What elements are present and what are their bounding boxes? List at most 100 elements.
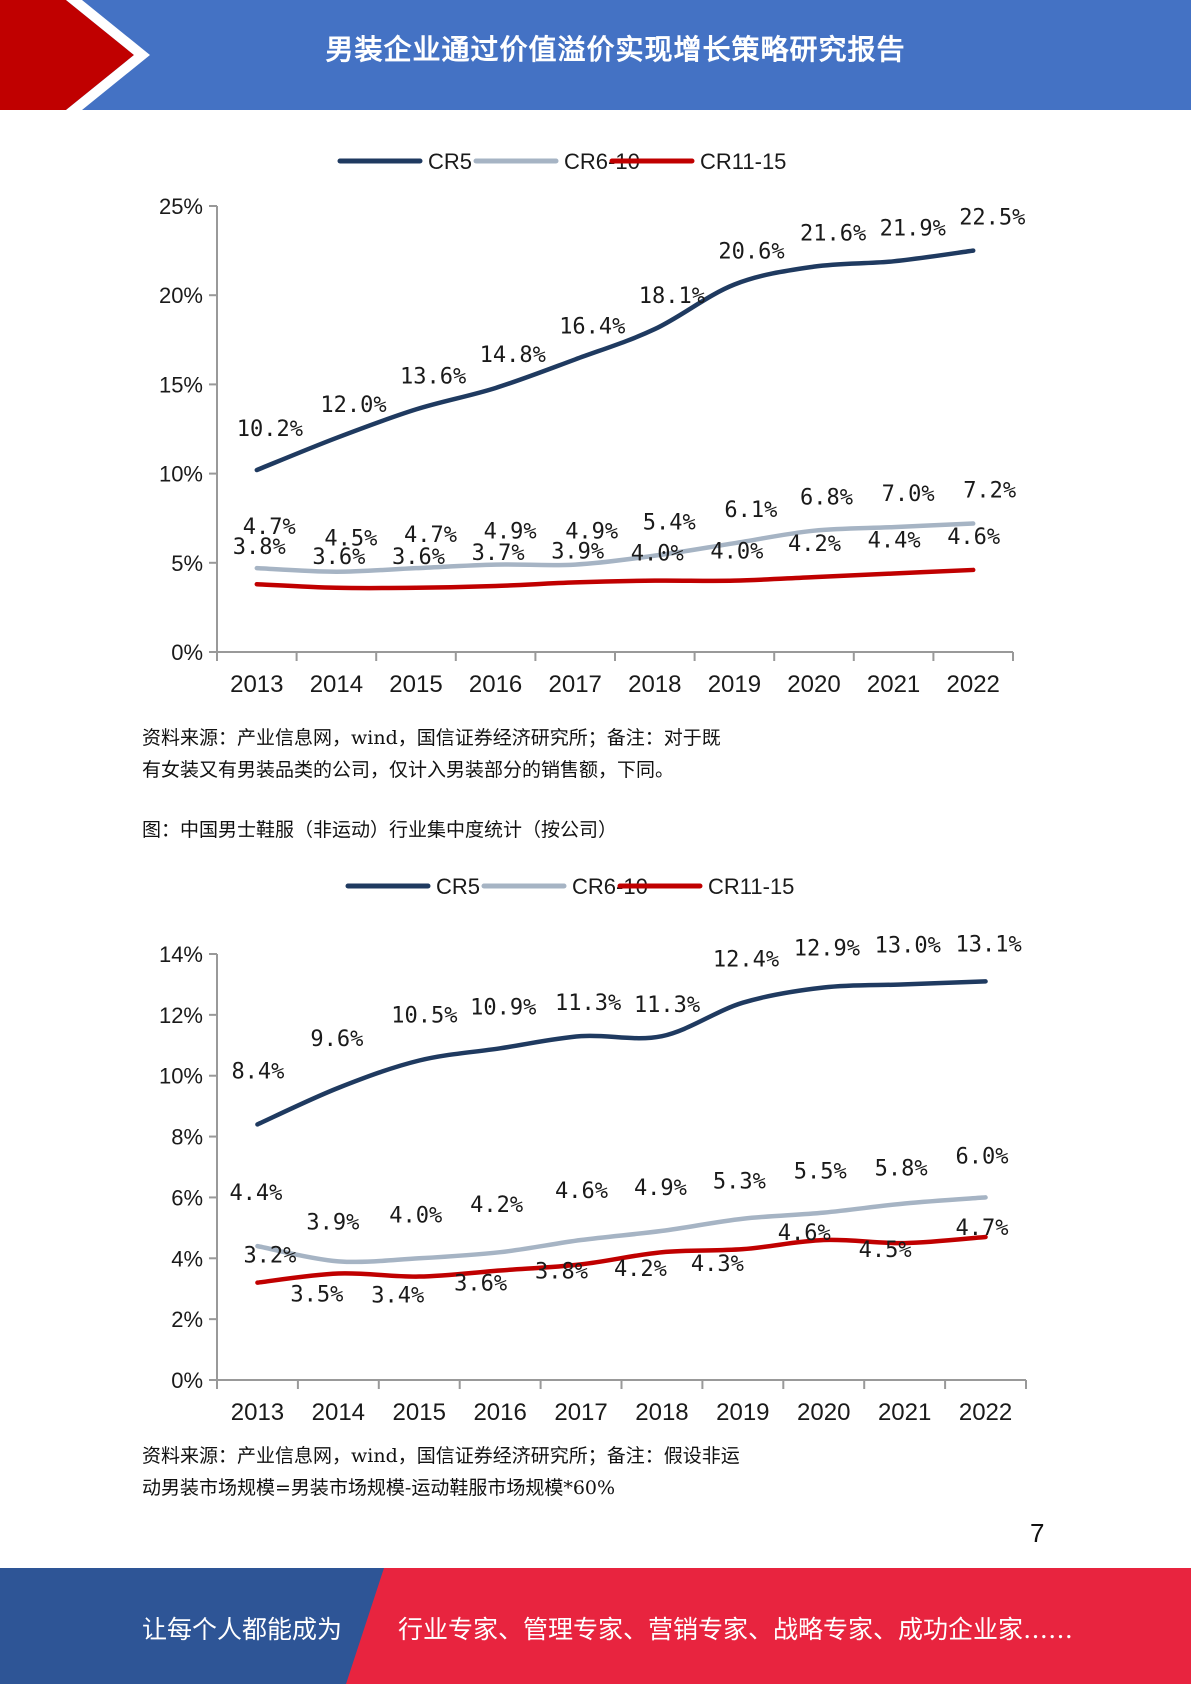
data-label-cr5: 21.9%	[880, 216, 946, 241]
data-label-cr11-15: 4.0%	[710, 540, 763, 565]
series-line-cr5	[255, 979, 988, 1127]
x-tick-label: 2020	[787, 671, 840, 698]
chart-menswear-concentration-1: CR5 CR6-10 CR11-15 0% 5% 10% 15% 20% 25% 2013 2014…	[130, 140, 1050, 700]
x-tick-label: 2018	[635, 1399, 688, 1426]
data-label-cr11-15: 3.9%	[551, 539, 604, 564]
data-label-cr6-10: 4.7%	[404, 523, 457, 548]
data-label-cr6-10: 4.7%	[243, 515, 296, 540]
page-footer: 让每个人都能成为 行业专家、管理专家、营销专家、战略专家、成功企业家……	[0, 1568, 1191, 1684]
data-label-cr6-10: 3.9%	[306, 1210, 359, 1235]
x-tick-label: 2016	[469, 671, 522, 698]
data-label-cr5: 21.6%	[800, 222, 866, 247]
data-label-cr6-10: 4.9%	[565, 520, 618, 545]
data-label-cr6-10: 4.2%	[470, 1193, 523, 1218]
data-label-cr11-15: 4.2%	[788, 532, 841, 557]
data-label-cr5: 8.4%	[231, 1059, 284, 1084]
data-label-cr5: 13.6%	[400, 364, 466, 389]
y-tick-label: 0%	[171, 640, 203, 665]
data-label-cr5: 22.5%	[959, 206, 1025, 231]
x-tick-label: 2015	[389, 671, 442, 698]
y-tick-label: 25%	[159, 194, 203, 219]
x-tick-label: 2018	[628, 671, 681, 698]
data-label-cr6-10: 6.1%	[724, 498, 777, 523]
source-note-2-line-2: 动男装市场规模=男装市场规模-运动鞋服市场规模*60%	[142, 1477, 616, 1499]
source-note-2: 资料来源：产业信息网，wind，国信证券经济研究所；备注：假设非运 动男装市场规…	[142, 1440, 740, 1504]
data-label-cr11-15: 3.6%	[392, 545, 445, 570]
data-label-cr11-15: 4.6%	[778, 1221, 831, 1246]
y-tick-label: 10%	[159, 1064, 203, 1089]
data-label-cr5: 11.3%	[555, 991, 621, 1016]
data-label-cr11-15: 4.7%	[956, 1216, 1009, 1241]
data-label-cr6-10: 5.8%	[875, 1157, 928, 1182]
figure-2-caption: 图：中国男士鞋服（非运动）行业集中度统计（按公司）	[142, 819, 618, 841]
data-label-cr5: 16.4%	[559, 314, 625, 339]
data-label-cr5: 13.0%	[875, 933, 941, 958]
y-tick-label: 10%	[159, 462, 203, 487]
y-tick-label: 15%	[159, 372, 203, 397]
data-label-cr11-15: 3.7%	[472, 541, 525, 566]
data-label-cr6-10: 4.5%	[324, 527, 377, 552]
footer-slogan-right: 行业专家、管理专家、营销专家、战略专家、成功企业家……	[398, 1615, 1074, 1644]
data-label-cr5: 12.4%	[713, 948, 779, 973]
data-label-cr11-15: 3.2%	[243, 1244, 296, 1269]
series-line-cr6-10	[254, 521, 976, 574]
x-tick-label: 2021	[878, 1399, 931, 1426]
x-tick-label: 2013	[230, 671, 283, 698]
page-title: 男装企业通过价值溢价实现增长策略研究报告	[325, 33, 906, 66]
data-label-cr6-10: 4.0%	[389, 1203, 442, 1228]
chart-1-svg: CR5 CR6-10 CR11-150%5%10%15%20%25%2013 2014…	[159, 149, 1025, 698]
x-tick-label: 2020	[797, 1399, 850, 1426]
data-label-cr11-15: 4.3%	[691, 1252, 744, 1277]
source-note-2-line-1: 资料来源：产业信息网，wind，国信证券经济研究所；备注：假设非运	[142, 1445, 740, 1467]
data-label-cr11-15: 4.6%	[947, 525, 1000, 550]
series-line-cr11-15	[254, 567, 976, 591]
x-tick-label: 2014	[310, 671, 363, 698]
data-label-cr11-15: 4.2%	[614, 1257, 667, 1282]
page-header: 男装企业通过价值溢价实现增长策略研究报告	[0, 0, 1191, 110]
x-tick-label: 2019	[708, 671, 761, 698]
y-tick-label: 2%	[171, 1307, 203, 1332]
x-tick-label: 2014	[312, 1399, 365, 1426]
legend-label-cr11-15: CR11-15	[700, 149, 786, 174]
y-tick-label: 8%	[171, 1125, 203, 1150]
y-tick-label: 14%	[159, 942, 203, 967]
y-tick-label: 20%	[159, 283, 203, 308]
data-label-cr5: 9.6%	[310, 1027, 363, 1052]
data-label-cr6-10: 4.4%	[229, 1181, 282, 1206]
y-tick-label: 5%	[171, 551, 203, 576]
page-number: 7	[1030, 1518, 1045, 1548]
data-label-cr6-10: 5.4%	[643, 511, 696, 536]
legend-label-cr5: CR5	[428, 149, 472, 174]
x-tick-label: 2013	[231, 1399, 284, 1426]
data-label-cr11-15: 3.8%	[535, 1259, 588, 1284]
legend-label-cr11-15: CR11-15	[708, 874, 794, 899]
data-label-cr11-15: 4.5%	[859, 1238, 912, 1263]
series-line-cr5	[254, 248, 976, 473]
data-label-cr6-10: 4.9%	[484, 520, 537, 545]
data-label-cr5: 12.9%	[794, 936, 860, 961]
chart-menswear-concentration-2: CR5 CR6-10 CR11-15 0% 2% 4% 6% 8% 10% 12% 14% 2013 2…	[130, 864, 1050, 1434]
series-line-cr6-10	[255, 1195, 988, 1265]
data-label-cr6-10: 5.5%	[794, 1160, 847, 1185]
series-line-cr11-15	[255, 1234, 988, 1285]
chart-2-svg: CR5 CR6-10 CR11-150%2%4%6%8%10%12%14%2013 2…	[159, 874, 1027, 1426]
data-label-cr11-15: 3.8%	[233, 535, 286, 560]
footer-slogan-left: 让每个人都能成为	[142, 1615, 343, 1644]
data-label-cr5: 10.9%	[470, 995, 536, 1020]
data-label-cr11-15: 3.6%	[312, 545, 365, 570]
header-arrow-decoration	[0, 0, 150, 110]
legend-label-cr5: CR5	[436, 874, 480, 899]
y-tick-label: 12%	[159, 1003, 203, 1028]
data-label-cr11-15: 3.5%	[290, 1283, 343, 1308]
y-tick-label: 0%	[171, 1368, 203, 1393]
data-label-cr6-10: 6.8%	[800, 486, 853, 511]
data-label-cr5: 14.8%	[480, 343, 546, 368]
x-tick-label: 2016	[473, 1399, 526, 1426]
source-note-1-line-1: 资料来源：产业信息网，wind，国信证券经济研究所；备注：对于既	[142, 727, 721, 749]
y-tick-label: 4%	[171, 1246, 203, 1271]
data-label-cr6-10: 5.3%	[713, 1170, 766, 1195]
x-tick-label: 2022	[959, 1399, 1012, 1426]
x-tick-label: 2017	[554, 1399, 607, 1426]
data-label-cr11-15: 4.4%	[868, 529, 921, 554]
x-tick-label: 2015	[393, 1399, 446, 1426]
